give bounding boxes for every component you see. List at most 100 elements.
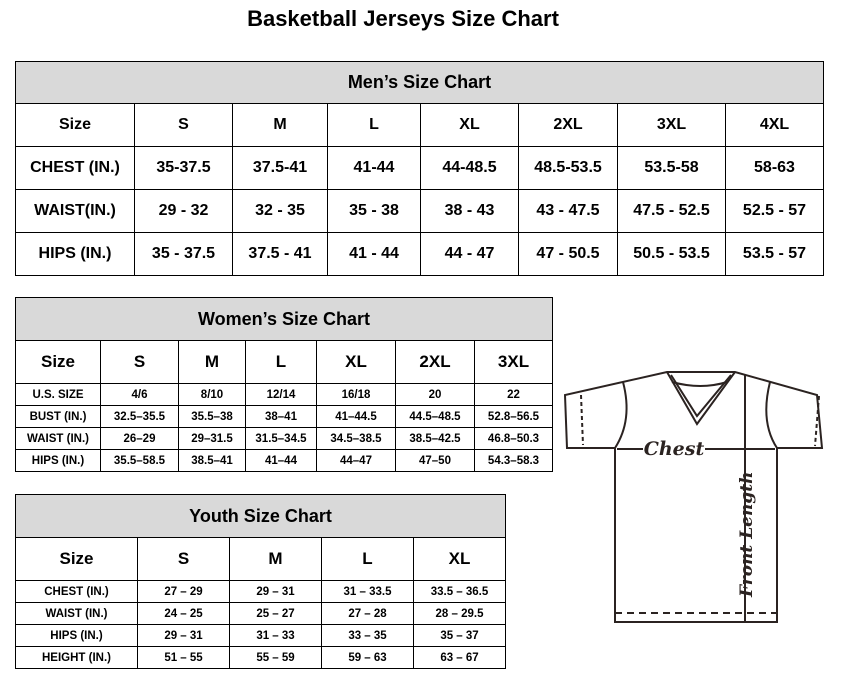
table-cell: 35.5–38 — [178, 405, 246, 428]
column-header: L — [245, 340, 317, 384]
table-cell: 37.5 - 41 — [232, 232, 328, 276]
table-cell: 44 - 47 — [420, 232, 519, 276]
table-cell: 29 – 31 — [137, 624, 230, 647]
table-cell: 35 - 37.5 — [134, 232, 233, 276]
table-cell: 8/10 — [178, 383, 246, 406]
mens-size-table: Men’s Size Chart Size S M L XL 2XL 3XL 4XL CHEST … — [15, 61, 824, 276]
table-caption: Men’s Size Chart — [15, 61, 824, 104]
table-cell: 27 – 28 — [321, 602, 414, 625]
table-cell: 43 - 47.5 — [518, 189, 618, 233]
table-cell: 35-37.5 — [134, 146, 233, 190]
row-label: U.S. SIZE — [15, 383, 101, 406]
row-label: HEIGHT (IN.) — [15, 646, 138, 669]
page-title: Basketball Jerseys Size Chart — [247, 6, 559, 31]
table-cell: 31 – 33 — [229, 624, 322, 647]
table-cell: 27 – 29 — [137, 580, 230, 603]
table-cell: 38 - 43 — [420, 189, 519, 233]
column-header: XL — [420, 103, 519, 147]
table-cell: 26–29 — [100, 427, 179, 450]
table-cell: 33.5 – 36.5 — [412, 580, 507, 603]
table-cell: 12/14 — [245, 383, 317, 406]
table-cell: 31 – 33.5 — [321, 580, 414, 603]
table-cell: 63 – 67 — [412, 646, 507, 669]
column-header: 3XL — [473, 340, 554, 384]
table-cell: 47–50 — [395, 449, 475, 472]
table-cell: 32.5–35.5 — [100, 405, 179, 428]
table-cell: 48.5-53.5 — [518, 146, 618, 190]
row-label: WAIST (IN.) — [15, 427, 101, 450]
row-label: HIPS (IN.) — [15, 232, 135, 276]
table-cell: 33 – 35 — [321, 624, 414, 647]
row-label: WAIST(IN.) — [15, 189, 135, 233]
table-cell: 53.5-58 — [617, 146, 726, 190]
table-cell: 41 - 44 — [327, 232, 421, 276]
table-row: U.S. SIZE 4/6 8/10 12/14 16/18 20 22 — [15, 383, 554, 406]
column-header: L — [327, 103, 421, 147]
header-row: Size S M L XL 2XL 3XL 4XL — [15, 103, 824, 147]
table-row: HIPS (IN.) 29 – 31 31 – 33 33 – 35 35 – 37 — [15, 624, 507, 647]
row-label: CHEST (IN.) — [15, 146, 135, 190]
table-cell: 47 - 50.5 — [518, 232, 618, 276]
table-cell: 37.5-41 — [232, 146, 328, 190]
table-cell: 41-44 — [327, 146, 421, 190]
table-cell: 53.5 - 57 — [725, 232, 824, 276]
table-cell: 41–44 — [245, 449, 317, 472]
table-cell: 32 - 35 — [232, 189, 328, 233]
table-cell: 24 – 25 — [137, 602, 230, 625]
chest-label: Chest — [644, 438, 705, 460]
column-header: M — [178, 340, 246, 384]
table-cell: 52.5 - 57 — [725, 189, 824, 233]
table-cell: 52.8–56.5 — [473, 405, 554, 428]
table-cell: 16/18 — [316, 383, 396, 406]
row-label: HIPS (IN.) — [15, 624, 138, 647]
womens-size-table: Women’s Size Chart Size S M L XL 2XL 3XL U.S. SI… — [14, 297, 554, 472]
table-cell: 55 – 59 — [229, 646, 322, 669]
column-header: Size — [15, 103, 135, 147]
table-cell: 51 – 55 — [137, 646, 230, 669]
column-header: 4XL — [725, 103, 824, 147]
table-cell: 46.8–50.3 — [473, 427, 554, 450]
column-header: 2XL — [518, 103, 618, 147]
table-cell: 29–31.5 — [178, 427, 246, 450]
table-row: HEIGHT (IN.) 51 – 55 55 – 59 59 – 63 63 – 67 — [15, 646, 507, 669]
table-cell: 29 - 32 — [134, 189, 233, 233]
table-cell: 35.5–58.5 — [100, 449, 179, 472]
table-cell: 38.5–42.5 — [395, 427, 475, 450]
table-row: CHEST (IN.) 35-37.5 37.5-41 41-44 44-48.5 48.… — [15, 146, 824, 190]
table-cell: 44–47 — [316, 449, 396, 472]
row-label: BUST (IN.) — [15, 405, 101, 428]
table-cell: 38–41 — [245, 405, 317, 428]
column-header: L — [321, 537, 414, 581]
column-header: XL — [412, 537, 507, 581]
table-cell: 44-48.5 — [420, 146, 519, 190]
table-row: WAIST (IN.) 24 – 25 25 – 27 27 – 28 28 – 29.… — [15, 602, 507, 625]
column-header: 2XL — [395, 340, 475, 384]
table-cell: 20 — [395, 383, 475, 406]
row-label: WAIST (IN.) — [15, 602, 138, 625]
table-cell: 31.5–34.5 — [245, 427, 317, 450]
front-length-label: Front Length — [737, 472, 757, 598]
column-header: XL — [316, 340, 396, 384]
table-cell: 50.5 - 53.5 — [617, 232, 726, 276]
table-cell: 25 – 27 — [229, 602, 322, 625]
table-row: WAIST (IN.) 26–29 29–31.5 31.5–34.5 34.5–38.… — [15, 427, 554, 450]
column-header: S — [137, 537, 230, 581]
youth-size-table: Youth Size Chart Size S M L XL CHEST (IN.) 27 –… — [14, 494, 507, 669]
table-caption: Youth Size Chart — [14, 494, 507, 538]
table-cell: 59 – 63 — [321, 646, 414, 669]
table-caption: Women’s Size Chart — [14, 297, 554, 341]
table-cell: 35 – 37 — [412, 624, 507, 647]
jersey-diagram: Chest Front Length — [563, 371, 824, 623]
table-cell: 44.5–48.5 — [395, 405, 475, 428]
column-header: Size — [15, 537, 138, 581]
table-cell: 54.3–58.3 — [473, 449, 554, 472]
column-header: S — [100, 340, 179, 384]
table-cell: 58-63 — [725, 146, 824, 190]
row-label: CHEST (IN.) — [15, 580, 138, 603]
table-row: BUST (IN.) 32.5–35.5 35.5–38 38–41 41–44.5 44… — [15, 405, 554, 428]
column-header: M — [229, 537, 322, 581]
column-header: M — [232, 103, 328, 147]
table-cell: 4/6 — [100, 383, 179, 406]
table-row: WAIST(IN.) 29 - 32 32 - 35 35 - 38 38 - 43 43… — [15, 189, 824, 233]
table-cell: 35 - 38 — [327, 189, 421, 233]
